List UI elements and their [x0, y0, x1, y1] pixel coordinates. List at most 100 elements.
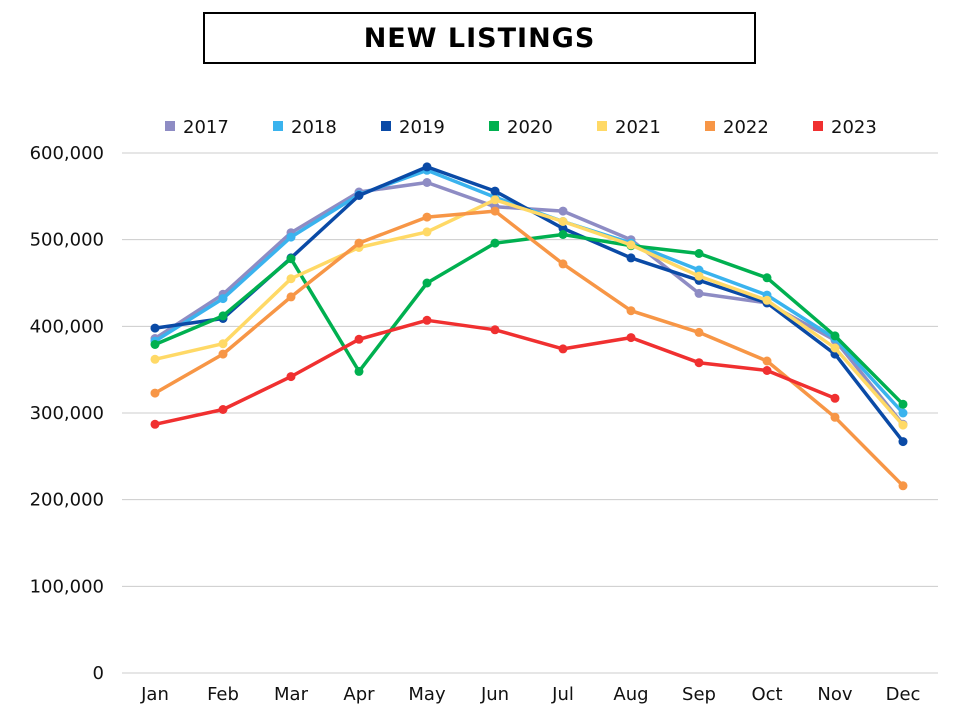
- data-point: [218, 294, 228, 304]
- data-point: [286, 254, 296, 264]
- series-line: [153, 198, 905, 427]
- legend-swatch: [813, 121, 823, 131]
- x-tick-label: Dec: [886, 684, 921, 705]
- data-point: [830, 412, 840, 422]
- data-point: [490, 206, 500, 216]
- series-line: [153, 318, 837, 427]
- series-layer: [150, 162, 908, 491]
- data-point: [558, 259, 568, 269]
- legend-label: 2020: [507, 117, 553, 138]
- data-point: [898, 420, 908, 430]
- series-2023: [150, 315, 840, 429]
- data-point: [830, 393, 840, 403]
- legend-label: 2018: [291, 117, 337, 138]
- data-point: [490, 186, 500, 196]
- x-tick-label: Oct: [751, 684, 782, 705]
- data-point: [286, 232, 296, 242]
- data-point: [626, 240, 636, 250]
- data-point: [490, 238, 500, 248]
- chart-title: NEW LISTINGS: [363, 22, 596, 54]
- y-tick-label: 600,000: [30, 143, 104, 164]
- legend-label: 2019: [399, 117, 445, 138]
- x-tick-label: Apr: [343, 684, 375, 705]
- data-point: [218, 349, 228, 359]
- data-point: [898, 481, 908, 491]
- y-tick-label: 0: [93, 663, 104, 684]
- x-axis-ticks: Jan Feb Mar Apr May Jun Jul Aug Sep Oct Nov Dec: [140, 684, 920, 705]
- legend-label: 2021: [615, 117, 661, 138]
- data-point: [558, 344, 568, 354]
- data-point: [830, 331, 840, 341]
- data-point: [694, 327, 704, 337]
- legend-swatch: [381, 121, 391, 131]
- legend-swatch: [705, 121, 715, 131]
- data-point: [558, 217, 568, 226]
- data-point: [626, 253, 636, 263]
- data-point: [626, 333, 636, 343]
- legend-item: 2023: [813, 117, 877, 138]
- legend-swatch: [489, 121, 499, 131]
- x-tick-label: Jun: [480, 684, 509, 705]
- data-point: [422, 315, 432, 325]
- series-2022: [150, 206, 908, 491]
- legend-label: 2017: [183, 117, 229, 138]
- data-point: [422, 162, 432, 172]
- chart-title-box: NEW LISTINGS: [203, 12, 756, 64]
- data-point: [354, 191, 364, 200]
- series-2021: [150, 195, 908, 430]
- x-tick-label: Feb: [207, 684, 239, 705]
- data-point: [762, 273, 772, 283]
- data-point: [694, 288, 704, 298]
- data-point: [150, 323, 160, 333]
- data-point: [694, 249, 704, 258]
- data-point: [694, 358, 704, 368]
- data-point: [354, 334, 364, 344]
- data-point: [354, 238, 364, 248]
- data-point: [490, 325, 500, 335]
- legend-swatch: [165, 121, 175, 131]
- data-point: [422, 178, 432, 187]
- data-point: [830, 343, 840, 353]
- data-point: [558, 206, 568, 216]
- data-point: [422, 212, 432, 222]
- data-point: [762, 295, 772, 305]
- x-tick-label: Sep: [682, 684, 716, 705]
- series-line: [153, 168, 905, 415]
- legend-item: 2017: [165, 117, 229, 138]
- legend: 2017 2018 2019 2020 2021 2022 2023: [165, 117, 877, 138]
- data-point: [898, 399, 908, 409]
- x-tick-label: Aug: [613, 684, 648, 705]
- x-tick-label: Jan: [140, 684, 169, 705]
- data-point: [150, 388, 160, 398]
- data-point: [898, 437, 908, 447]
- y-tick-label: 400,000: [30, 316, 104, 337]
- data-point: [354, 366, 364, 376]
- legend-item: 2021: [597, 117, 661, 138]
- data-point: [898, 408, 908, 418]
- legend-item: 2020: [489, 117, 553, 138]
- data-point: [150, 354, 160, 364]
- legend-swatch: [597, 121, 607, 131]
- data-point: [150, 340, 160, 349]
- legend-swatch: [273, 121, 283, 131]
- y-tick-label: 300,000: [30, 403, 104, 424]
- data-point: [422, 227, 432, 237]
- y-tick-label: 100,000: [30, 576, 104, 597]
- data-point: [286, 292, 296, 302]
- data-point: [558, 230, 568, 239]
- data-point: [150, 419, 160, 429]
- y-tick-label: 500,000: [30, 230, 104, 251]
- data-point: [286, 372, 296, 382]
- gridlines: [122, 152, 938, 674]
- x-tick-label: Mar: [274, 684, 309, 705]
- data-point: [218, 339, 228, 349]
- data-point: [218, 311, 228, 321]
- data-point: [762, 356, 772, 366]
- data-point: [286, 274, 296, 284]
- legend-label: 2022: [723, 117, 769, 138]
- x-tick-label: Nov: [817, 684, 852, 705]
- series-line: [153, 165, 905, 444]
- y-tick-label: 200,000: [30, 490, 104, 511]
- data-point: [490, 195, 500, 205]
